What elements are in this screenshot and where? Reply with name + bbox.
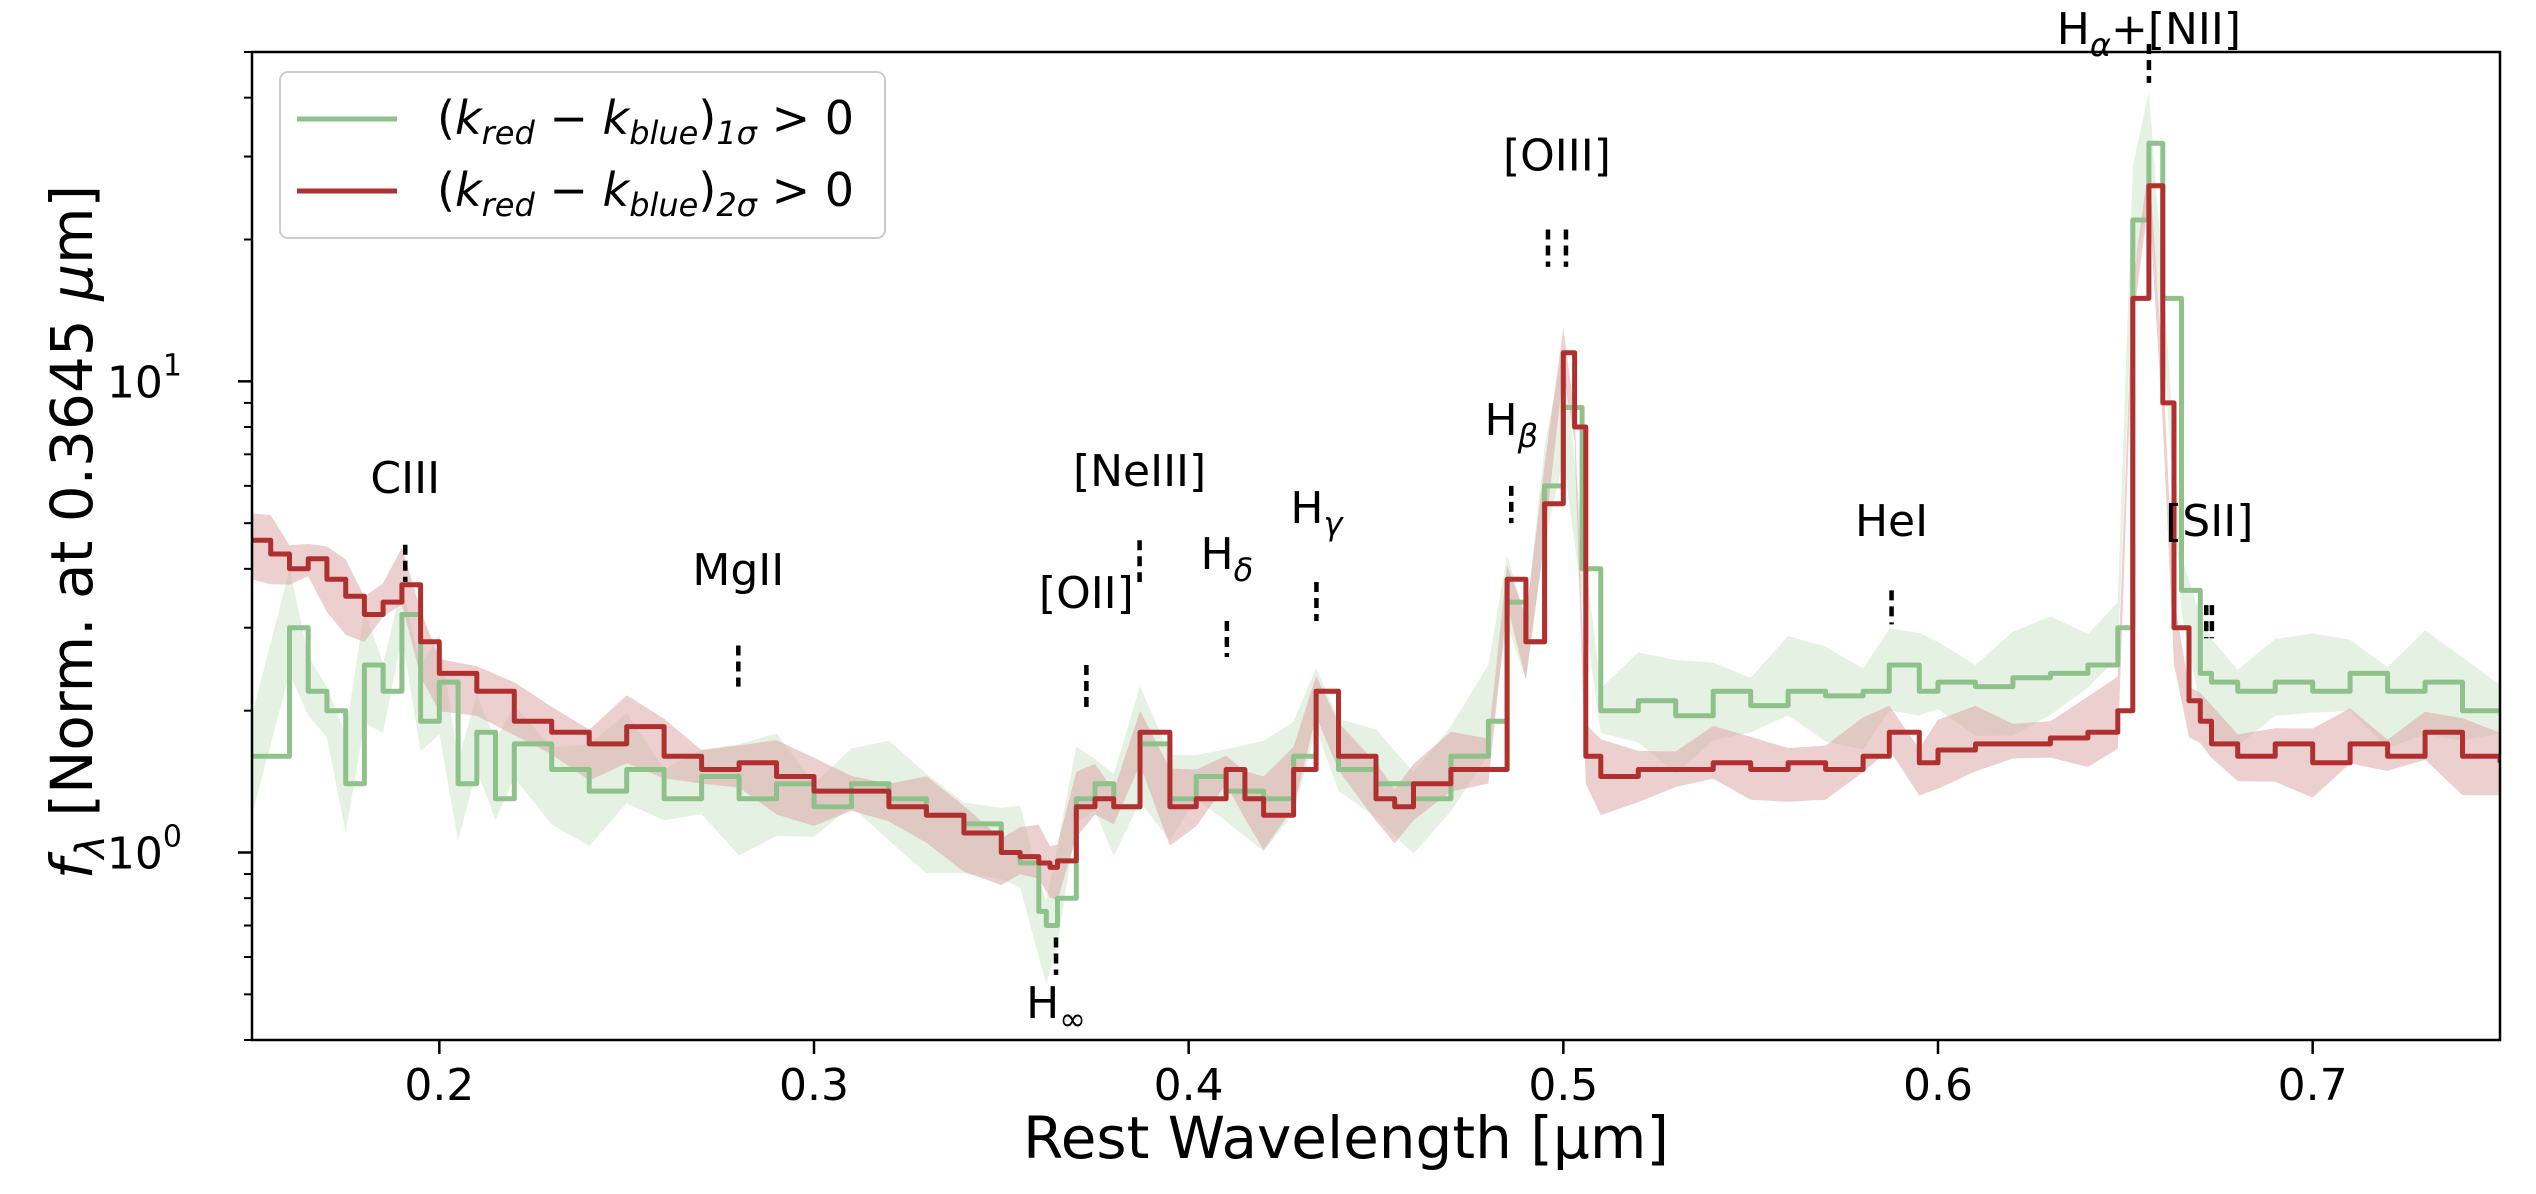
x-tick-label: 0.6 [1903,1060,1973,1111]
y-tick-label: 101 [107,348,182,408]
line-label: [SII] [2165,496,2253,547]
line-label: Hγ [1290,483,1344,543]
x-tick-label: 0.2 [404,1060,474,1111]
legend-box [279,71,886,239]
x-tick-label: 0.3 [779,1060,849,1111]
legend-label-1sigma: (kred − kblue)1σ > 0 [437,91,854,152]
line-label: Hδ [1201,529,1254,589]
line-label: [NeIII] [1073,446,1206,497]
line-label: [OII] [1039,568,1134,619]
y-axis-title: fλ [Norm. at 0.3645 μm] [38,185,114,879]
series-lines [252,140,2500,928]
line-label: [OIII] [1503,131,1611,182]
legend: (kred − kblue)1σ > 0 (kred − kblue)2σ > … [279,71,886,239]
legend-label-2sigma: (kred − kblue)2σ > 0 [437,163,854,224]
series-line-2 [252,183,2500,870]
plot-frame [250,50,2502,1042]
y-tick-label: 100 [107,820,182,880]
x-tick-label: 0.7 [2278,1060,2348,1111]
line-label: Hβ [1484,395,1538,455]
emission-line-annotations: CIII MgII [OII] [NeIII] [OIII] HeI [SII] H∞ Hδ Hγ… [370,4,2253,1038]
line-label: HeI [1855,496,1928,547]
line-label: Hα+[NII] [2057,4,2241,64]
uncertainty-bands [252,91,2500,984]
axis-ticks: 0.2 0.3 0.4 0.5 0.6 0.7 100 101 [107,51,2348,1111]
line-label: MgII [692,545,784,596]
x-tick-label: 0.4 [1154,1060,1224,1111]
line-label: H∞ [1026,978,1086,1038]
line-label: CIII [370,453,440,504]
x-axis-title: Rest Wavelength [μm] [1023,1104,1669,1172]
x-tick-label: 0.5 [1528,1060,1598,1111]
